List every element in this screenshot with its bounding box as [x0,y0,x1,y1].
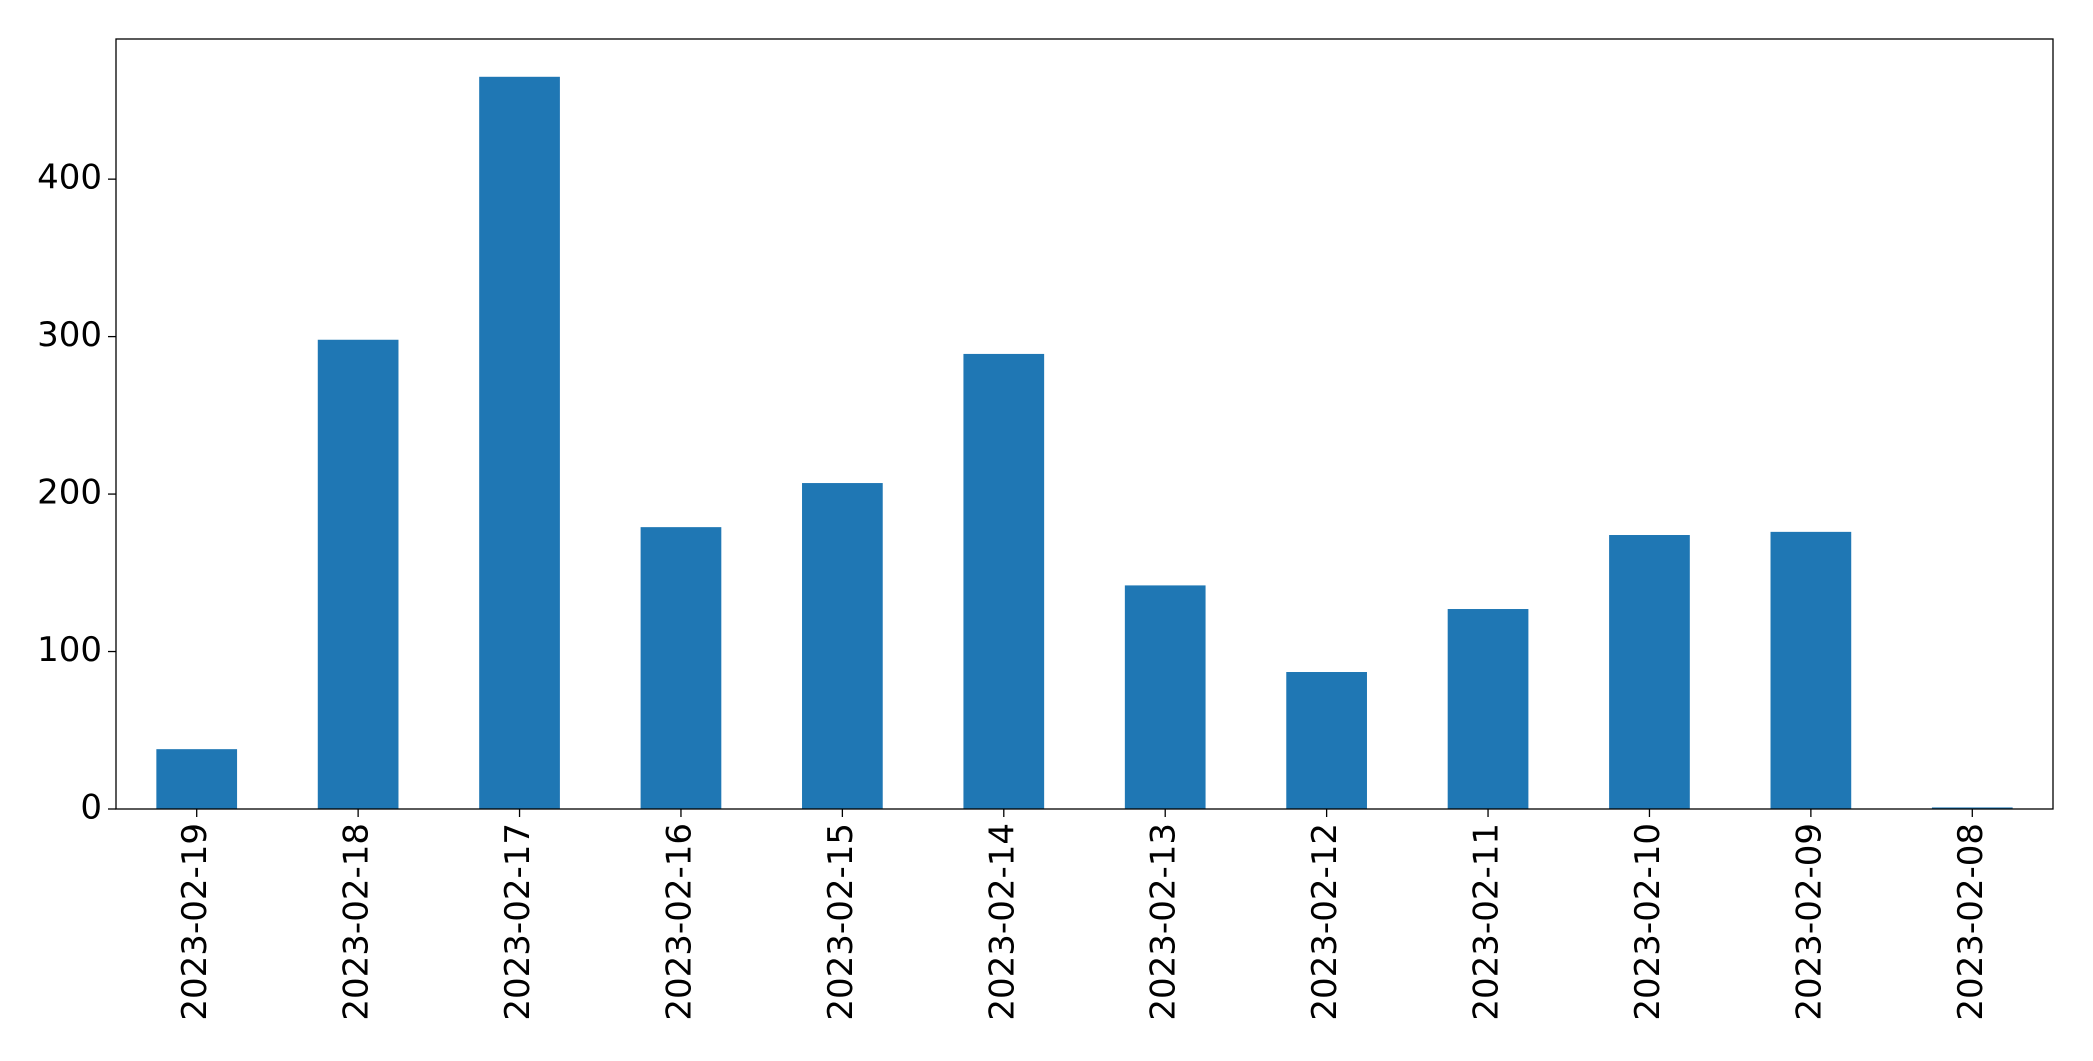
y-tick-label: 300 [37,315,102,355]
bar [317,339,399,809]
x-tick-label: 2023-02-15 [821,823,861,1021]
plot-area [116,39,2053,809]
y-tick-label: 0 [80,788,102,828]
bar [1770,531,1852,809]
y-tick-label: 400 [37,158,102,198]
y-tick-label: 200 [37,473,102,513]
x-tick-label: 2023-02-11 [1467,823,1507,1021]
bar [1447,609,1529,809]
x-tick-label: 2023-02-10 [1628,823,1668,1021]
bar [479,76,560,810]
x-tick-label: 2023-02-16 [659,823,699,1021]
axes-frame [115,38,2054,810]
bar [1609,535,1690,809]
x-tick-label: 2023-02-19 [175,823,215,1021]
bar [802,483,883,809]
bar [1286,672,1367,809]
bar [156,749,238,809]
x-tick-label: 2023-02-17 [498,823,538,1021]
x-tick-label: 2023-02-08 [1951,823,1991,1021]
bar [1124,585,1206,809]
bar [1931,807,2013,809]
bar [640,527,722,809]
y-tick-label: 100 [37,630,102,670]
x-tick-label: 2023-02-18 [337,823,377,1021]
x-tick-label: 2023-02-13 [1144,823,1184,1021]
x-tick-label: 2023-02-12 [1305,823,1345,1021]
x-tick-label: 2023-02-14 [982,823,1022,1021]
bar [963,353,1045,809]
x-tick-label: 2023-02-09 [1789,823,1829,1021]
